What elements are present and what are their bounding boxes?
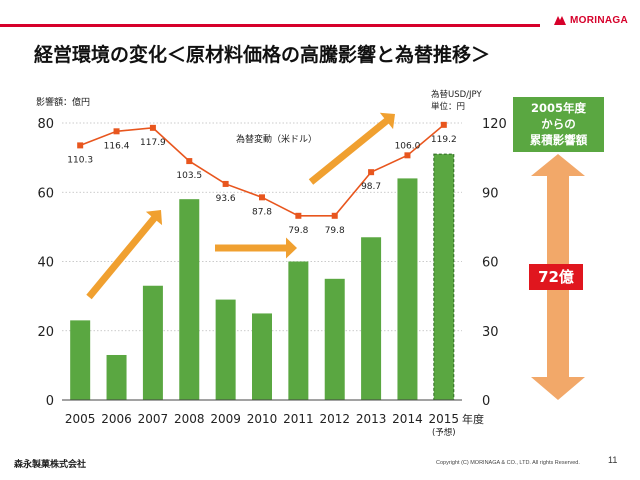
category-label: 2015 bbox=[429, 412, 460, 426]
page-number: 11 bbox=[608, 455, 618, 465]
fx-data-label: 119.2 bbox=[431, 135, 457, 145]
right-axis-label: 為替USD/JPY bbox=[431, 89, 482, 100]
right-axis-label: 単位：円 bbox=[431, 101, 465, 112]
header-rule bbox=[0, 24, 540, 27]
fx-marker bbox=[331, 212, 338, 219]
fx-marker bbox=[186, 158, 193, 165]
fx-data-label: 117.9 bbox=[140, 138, 166, 148]
category-label: 2006 bbox=[101, 412, 132, 426]
copyright-notice: Copyright (C) MORINAGA & CO., LTD. All r… bbox=[436, 460, 580, 466]
page-title: 経営環境の変化＜原材料価格の高騰影響と為替推移＞ bbox=[34, 44, 491, 66]
left-tick-label: 60 bbox=[37, 186, 54, 201]
category-label: 2009 bbox=[210, 412, 241, 426]
bar bbox=[361, 237, 382, 400]
left-tick-label: 20 bbox=[37, 325, 54, 340]
category-label: 2008 bbox=[174, 412, 205, 426]
fx-data-label: 98.7 bbox=[361, 182, 381, 192]
bar bbox=[179, 199, 200, 400]
trend-arrow bbox=[215, 237, 297, 259]
trend-arrow bbox=[308, 112, 395, 185]
fx-data-label: 103.5 bbox=[176, 171, 202, 181]
fx-series-label: 為替変動（米ドル） bbox=[236, 133, 317, 145]
fx-marker bbox=[149, 124, 156, 131]
bar bbox=[397, 178, 418, 400]
fx-marker bbox=[295, 212, 302, 219]
cumulative-impact-label: 2005年度 からの 累積影響額 bbox=[513, 97, 604, 152]
category-label: 2014 bbox=[392, 412, 423, 426]
fx-data-label: 79.8 bbox=[288, 226, 308, 236]
cumulative-line-1: 2005年度 bbox=[530, 101, 586, 115]
category-sublabel: (予想) bbox=[432, 427, 456, 438]
fx-marker bbox=[404, 152, 411, 159]
bar bbox=[215, 299, 236, 400]
category-label: 2010 bbox=[247, 412, 278, 426]
category-label: 2005 bbox=[65, 412, 96, 426]
right-tick-label: 90 bbox=[482, 186, 499, 201]
fx-data-label: 106.0 bbox=[395, 141, 421, 151]
x-unit-label: 年度 bbox=[462, 412, 484, 426]
fx-data-label: 116.4 bbox=[104, 141, 130, 151]
fx-marker bbox=[222, 180, 229, 187]
fx-data-label: 93.6 bbox=[216, 194, 236, 204]
angel-icon bbox=[554, 16, 567, 25]
bar bbox=[324, 278, 345, 400]
category-label: 2012 bbox=[319, 412, 350, 426]
fx-marker bbox=[440, 121, 447, 128]
fx-marker bbox=[368, 169, 375, 176]
company-name: 森永製菓株式会社 bbox=[14, 460, 87, 470]
cumulative-amount-badge: 72億 bbox=[529, 264, 583, 290]
right-tick-label: 0 bbox=[482, 394, 490, 409]
category-label: 2013 bbox=[356, 412, 387, 426]
trend-arrow bbox=[86, 210, 163, 300]
left-tick-label: 40 bbox=[37, 256, 54, 271]
right-tick-label: 60 bbox=[482, 256, 499, 271]
bar bbox=[106, 354, 127, 400]
cumulative-line-3: 累積影響額 bbox=[529, 133, 588, 147]
fx-data-label: 87.8 bbox=[252, 207, 272, 217]
bar bbox=[70, 320, 91, 400]
bar bbox=[142, 285, 163, 400]
right-tick-label: 120 bbox=[482, 117, 507, 132]
fx-marker bbox=[259, 194, 265, 201]
brand-logo: MORINAGA bbox=[553, 14, 628, 26]
category-label: 2007 bbox=[138, 412, 169, 426]
forecast-bar bbox=[433, 153, 455, 401]
left-tick-label: 80 bbox=[37, 117, 54, 132]
left-axis-label: 影響額：億円 bbox=[36, 96, 90, 108]
fx-data-label: 79.8 bbox=[325, 226, 345, 236]
fx-marker bbox=[77, 142, 84, 149]
fx-marker bbox=[113, 128, 120, 135]
logo-text: MORINAGA bbox=[570, 14, 628, 26]
category-label: 2011 bbox=[283, 412, 314, 426]
fx-data-label: 110.3 bbox=[67, 155, 93, 165]
right-tick-label: 30 bbox=[482, 325, 499, 340]
bar bbox=[252, 313, 272, 400]
cumulative-line-2: からの bbox=[541, 117, 576, 131]
left-tick-label: 0 bbox=[46, 394, 54, 409]
bar bbox=[288, 261, 309, 400]
